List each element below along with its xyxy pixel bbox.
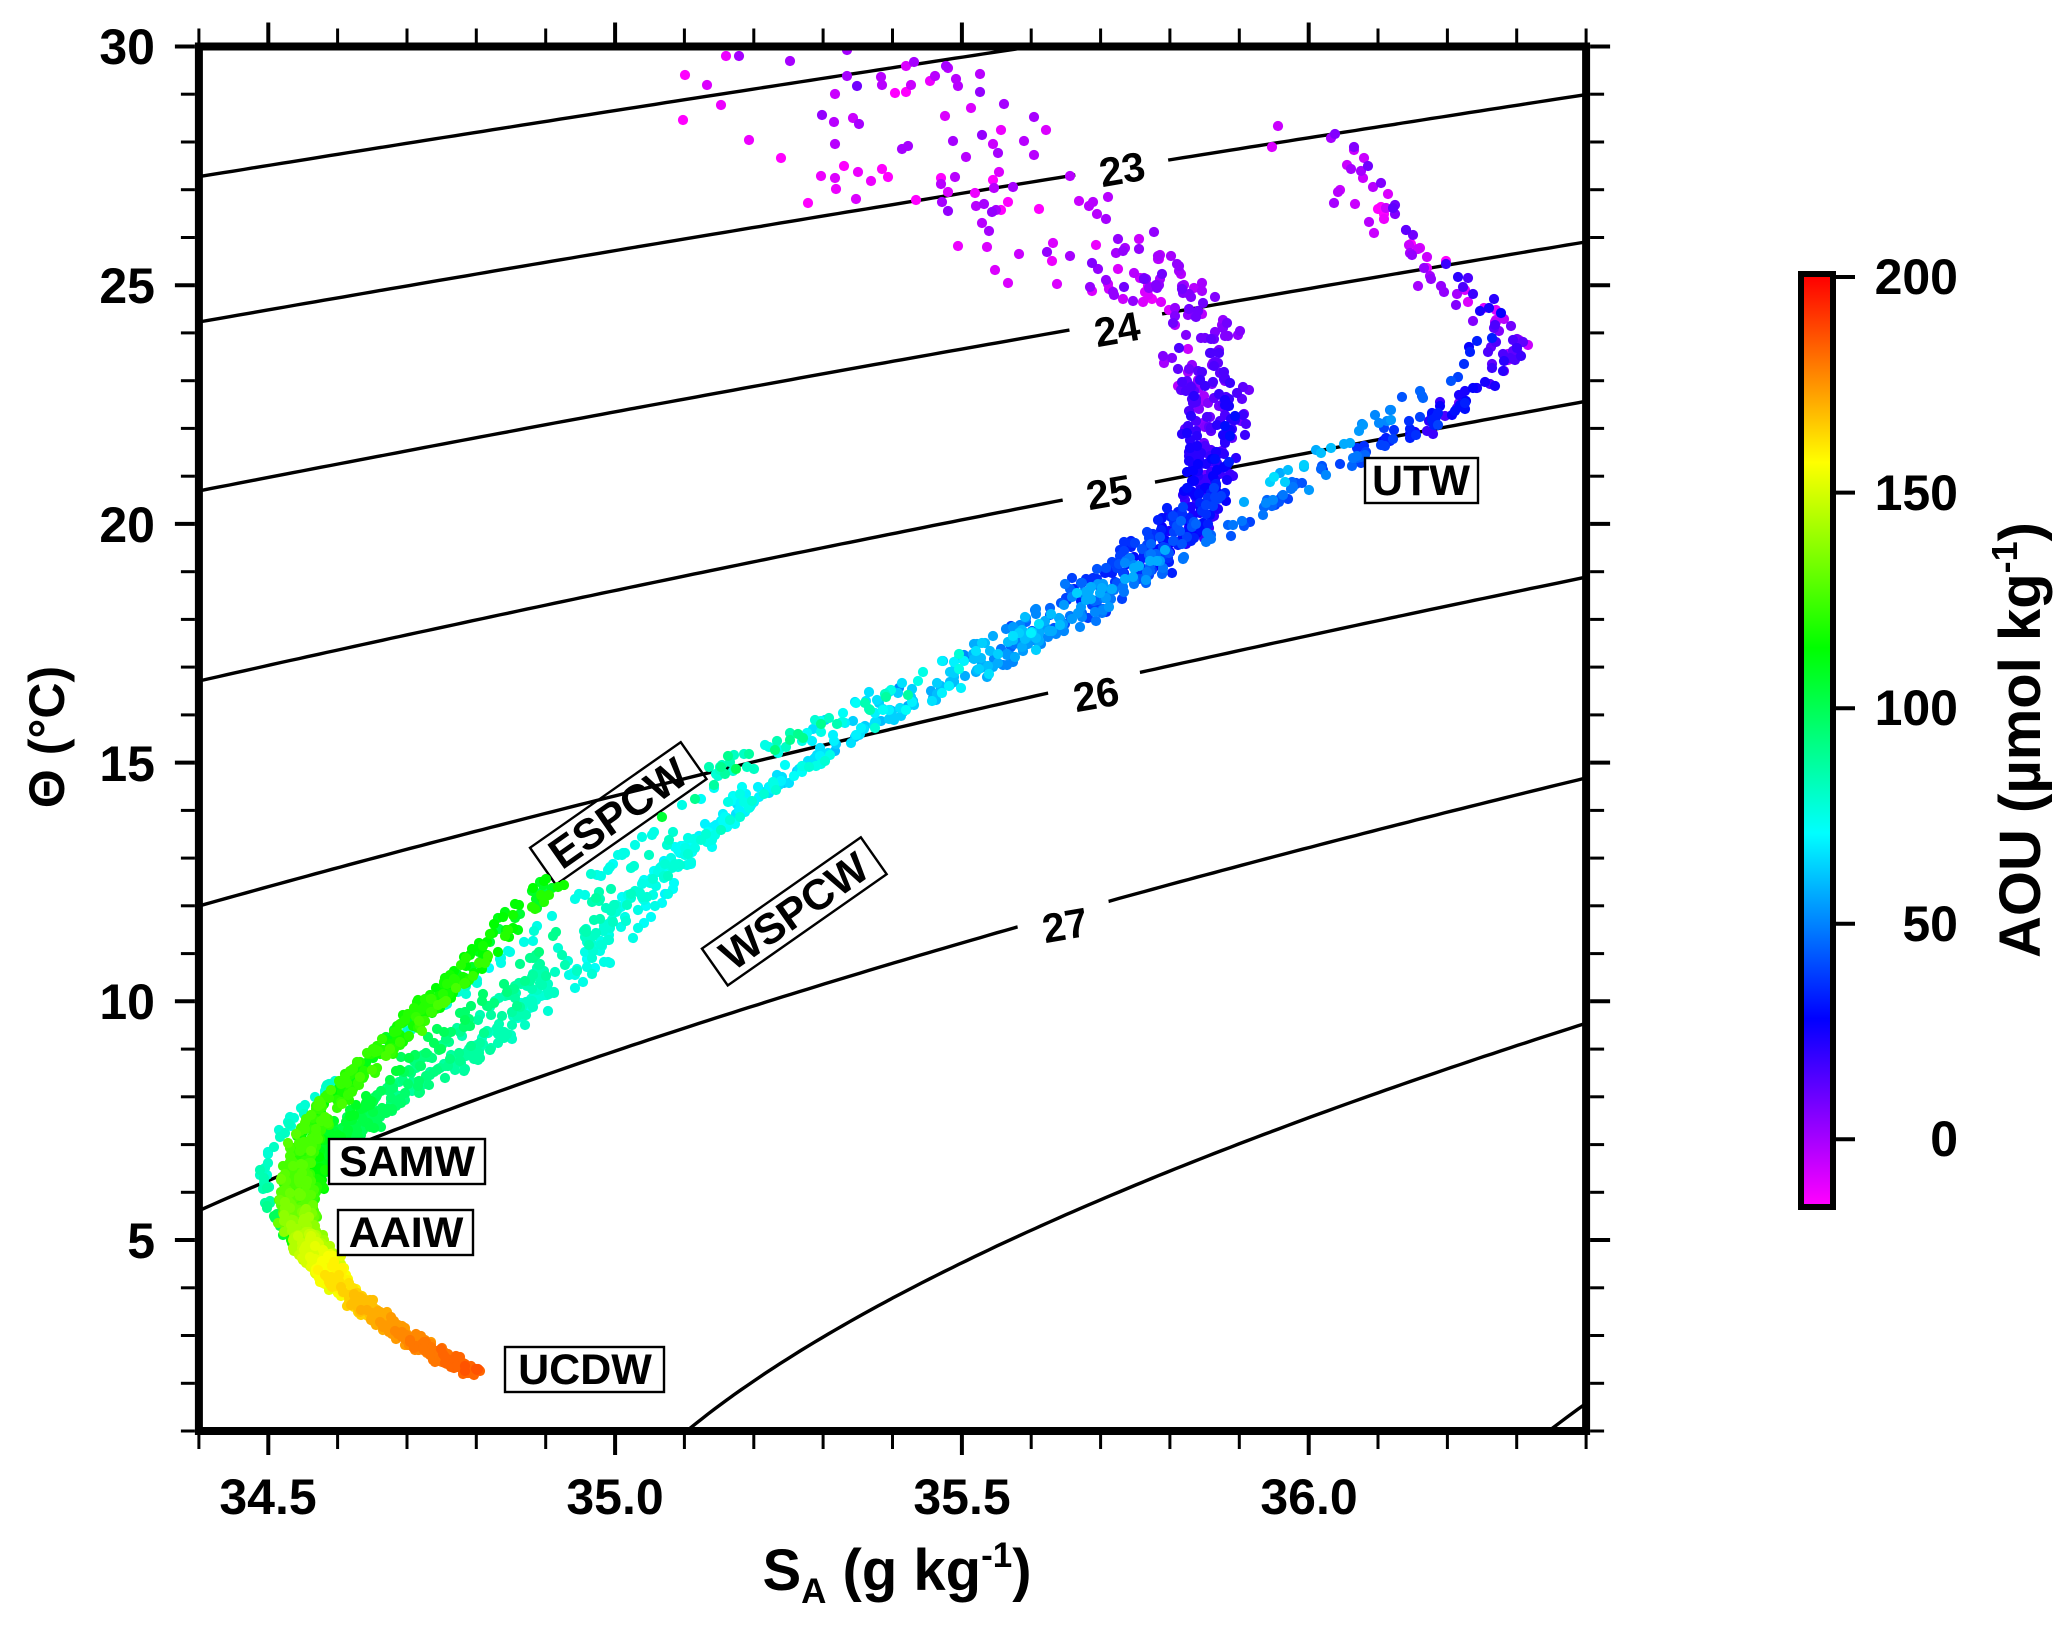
svg-text:36.0: 36.0	[1260, 1469, 1357, 1525]
svg-text:150: 150	[1875, 465, 1958, 521]
svg-text:Θ (°C): Θ (°C)	[19, 666, 75, 808]
svg-text:23: 23	[1096, 143, 1149, 196]
svg-text:AOU (µmol kg-1): AOU (µmol kg-1)	[1984, 522, 2053, 958]
svg-text:26: 26	[1070, 668, 1123, 721]
svg-text:25: 25	[99, 258, 155, 314]
svg-text:30: 30	[99, 19, 155, 75]
svg-text:35.5: 35.5	[913, 1469, 1010, 1525]
svg-text:24: 24	[1091, 303, 1144, 356]
svg-text:UTW: UTW	[1372, 457, 1470, 505]
svg-text:5: 5	[127, 1213, 155, 1269]
svg-text:34.5: 34.5	[219, 1469, 316, 1525]
svg-text:100: 100	[1875, 680, 1958, 736]
svg-text:200: 200	[1875, 249, 1958, 305]
svg-text:10: 10	[99, 974, 155, 1030]
svg-text:20: 20	[99, 497, 155, 553]
svg-text:50: 50	[1902, 896, 1958, 952]
svg-text:0: 0	[1930, 1111, 1958, 1167]
svg-text:25: 25	[1083, 466, 1136, 519]
svg-text:UCDW: UCDW	[518, 1346, 652, 1394]
svg-text:AAIW: AAIW	[349, 1209, 464, 1257]
svg-text:SAMW: SAMW	[339, 1138, 476, 1186]
svg-text:15: 15	[99, 736, 155, 792]
svg-text:35.0: 35.0	[566, 1469, 663, 1525]
svg-text:27: 27	[1039, 899, 1092, 952]
